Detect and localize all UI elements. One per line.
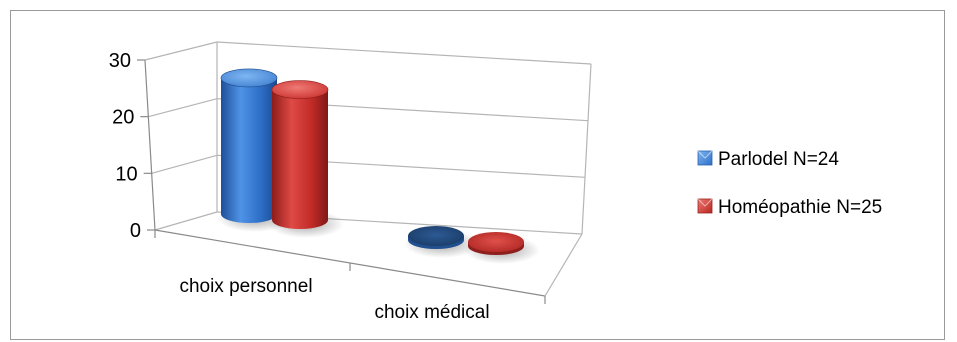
chart-labels: 0 10 20 30 choix personnel choix médical [109, 50, 490, 323]
legend: Parlodel N=24 Homéopathie N=25 [697, 149, 882, 218]
gridline-back [216, 41, 592, 65]
y-axis-line [144, 59, 156, 231]
bar-cylinder [221, 77, 277, 223]
bar-disk [468, 232, 524, 252]
chart-marks [217, 68, 540, 264]
legend-label: Parlodel N=24 [718, 149, 839, 170]
legend-label: Homéopathie N=25 [718, 197, 882, 218]
axes [137, 41, 592, 304]
x-category-label: choix médical [374, 302, 489, 323]
bar-cylinder [272, 89, 328, 229]
bar-cylinder-top [220, 68, 278, 88]
x-category-label: choix personnel [179, 276, 312, 297]
legend-swatch-shine [697, 150, 713, 159]
gridline-side [154, 211, 218, 231]
y-tick-label: 0 [130, 220, 141, 242]
gridline-side [144, 41, 218, 61]
gridline-side [151, 154, 218, 174]
y-tick-label: 10 [115, 163, 137, 185]
gridline-side [148, 98, 218, 118]
y-tick-label: 20 [112, 107, 134, 129]
bar-cylinder-top [271, 80, 329, 99]
y-tick-label: 30 [109, 50, 131, 72]
bar-disk [408, 226, 464, 246]
floor-right-edge [544, 233, 583, 297]
back-right-edge [581, 63, 592, 235]
legend-swatch-shine [697, 198, 713, 207]
